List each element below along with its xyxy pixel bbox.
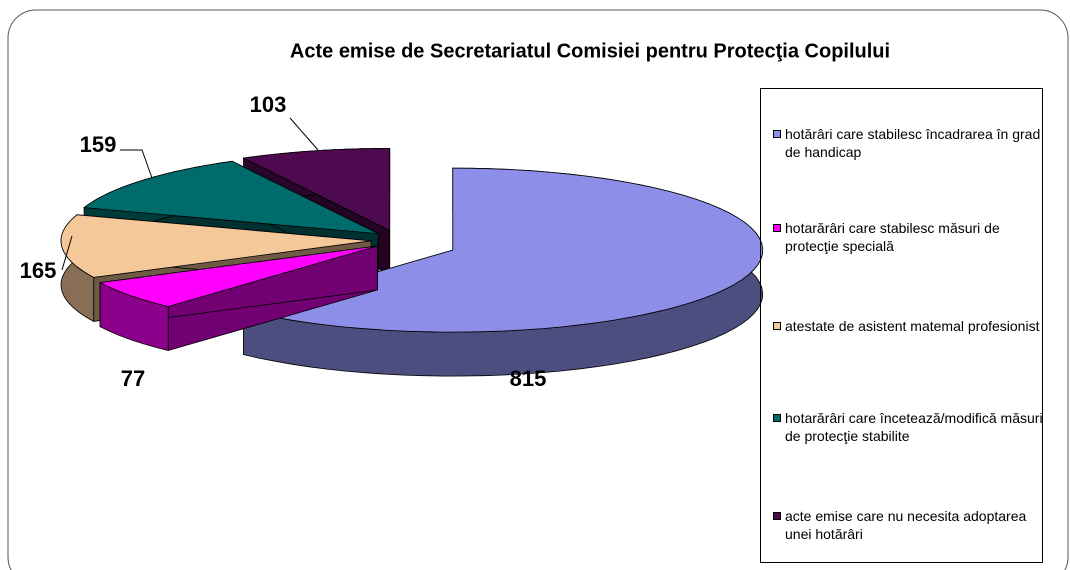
legend-swatch bbox=[773, 414, 781, 422]
legend-swatch bbox=[773, 512, 781, 520]
leader-line bbox=[61, 235, 73, 271]
legend-label: hotărâri care stabilesc încadrarea în gr… bbox=[785, 126, 1041, 160]
chart-title: Acte emise de Secretariatul Comisiei pen… bbox=[290, 40, 890, 62]
legend-item: acte emise care nu necesita adoptarea un… bbox=[773, 507, 1050, 543]
legend-item: hotarărâri care stabilesc măsuri de prot… bbox=[773, 219, 1050, 255]
legend-label: hotarărâri care încetează/modifică măsur… bbox=[785, 410, 1043, 444]
legend-swatch bbox=[773, 130, 781, 138]
data-label: 103 bbox=[250, 92, 287, 117]
legend-label: hotarărâri care stabilesc măsuri de prot… bbox=[785, 220, 1000, 254]
legend-swatch bbox=[773, 224, 781, 232]
legend-item: hotarărâri care încetează/modifică măsur… bbox=[773, 409, 1050, 445]
leader-line bbox=[289, 117, 319, 151]
legend-item: hotărâri care stabilesc încadrarea în gr… bbox=[773, 125, 1050, 161]
data-label: 815 bbox=[510, 366, 547, 391]
data-label: 165 bbox=[20, 258, 57, 283]
slice bbox=[83, 160, 379, 234]
slice bbox=[98, 245, 378, 307]
legend-item: atestate de asistent matemal profesionis… bbox=[773, 317, 1050, 335]
legend-label: atestate de asistent matemal profesionis… bbox=[785, 318, 1040, 334]
legend-label: acte emise care nu necesita adoptarea un… bbox=[785, 508, 1027, 542]
legend-swatch bbox=[773, 322, 781, 330]
slice bbox=[242, 147, 391, 232]
data-label: 77 bbox=[121, 366, 145, 391]
leader-line bbox=[120, 149, 153, 179]
legend: hotărâri care stabilesc încadrarea în gr… bbox=[760, 88, 1043, 563]
data-label: 159 bbox=[80, 132, 117, 157]
slice bbox=[60, 214, 372, 278]
